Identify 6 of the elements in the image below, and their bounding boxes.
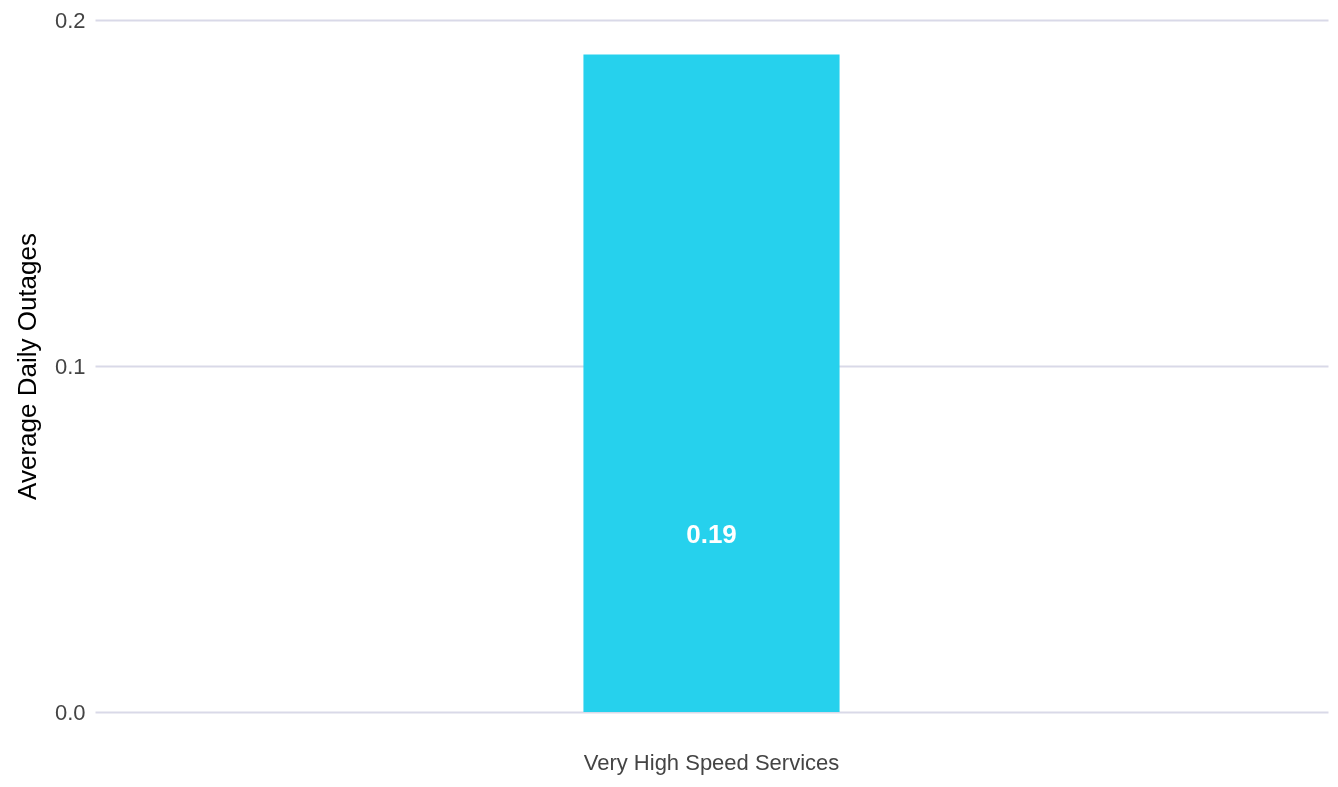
x-tick-label: Very High Speed Services [583, 749, 840, 775]
y-axis-title: Average Daily Outages [11, 233, 42, 500]
data-label: 0.19 [686, 518, 737, 549]
y-tick-label: 0.2 [54, 7, 86, 33]
y-tick-label: 0.0 [54, 699, 86, 725]
y-tick-label: 0.1 [54, 353, 86, 379]
